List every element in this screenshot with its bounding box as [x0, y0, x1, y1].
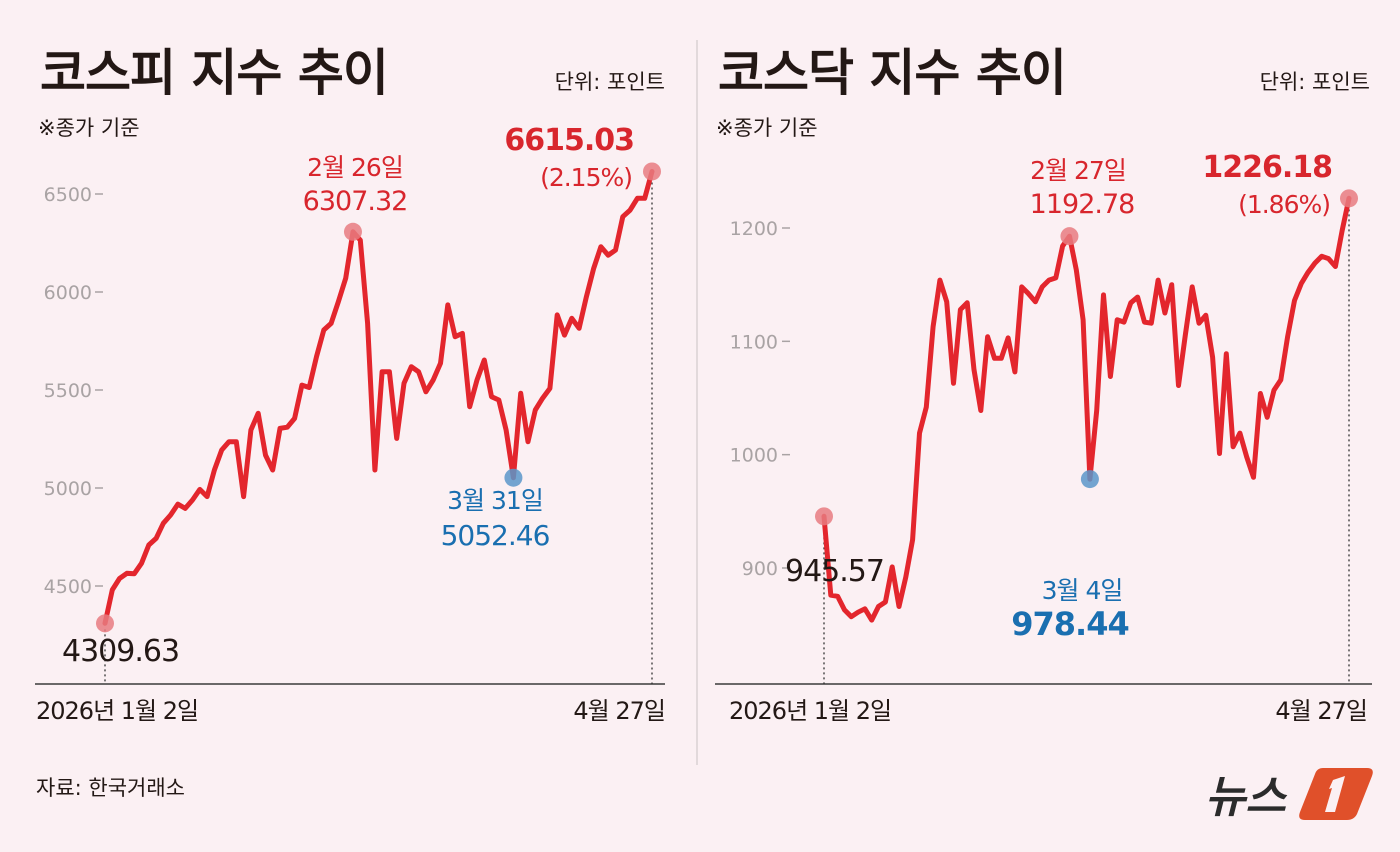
kosdaq-x-end: 4월 27일 — [1275, 697, 1368, 725]
kospi-peak-value: 6307.32 — [302, 186, 409, 217]
kospi-ytick-label: 6000 — [44, 282, 92, 304]
kospi-low-point — [504, 468, 523, 487]
kosdaq-end-point — [1340, 189, 1358, 208]
kospi-start-point — [96, 614, 114, 633]
kosdaq-low-point — [1080, 470, 1099, 489]
svg-text:뉴스: 뉴스 — [1205, 772, 1287, 823]
kosdaq-ytick-label: 900 — [742, 558, 778, 580]
kosdaq-ytick-label: 1200 — [730, 218, 778, 240]
kosdaq-end-value: 1226.18 — [1202, 150, 1333, 185]
kosdaq-title: 코스닥 지수 추이 — [718, 44, 1067, 102]
kospi-unit: 단위: 포인트 — [554, 70, 665, 94]
kospi-low-value: 5052.46 — [440, 519, 551, 552]
kosdaq-start-value: 945.57 — [785, 554, 885, 589]
kospi-end-point — [643, 162, 661, 181]
kospi-low-date: 3월 31일 — [447, 486, 544, 515]
kosdaq-peak-date: 2월 27일 — [1030, 156, 1127, 185]
kospi-end-value: 6615.03 — [504, 123, 635, 158]
kospi-ytick-label: 5500 — [44, 380, 92, 402]
kosdaq-peak-value: 1192.78 — [1029, 189, 1136, 220]
kospi-ytick-label: 5000 — [44, 478, 92, 500]
kosdaq-unit: 단위: 포인트 — [1259, 70, 1370, 94]
kosdaq-start-point — [815, 507, 833, 526]
kosdaq-low-value: 978.44 — [1011, 605, 1129, 643]
kosdaq-low-date: 3월 4일 — [1041, 576, 1124, 605]
kospi-peak-date: 2월 26일 — [307, 153, 404, 182]
kosdaq-x-start: 2026년 1월 2일 — [729, 697, 892, 725]
kospi-title: 코스피 지수 추이 — [40, 44, 389, 102]
kospi-ytick-label: 6500 — [44, 184, 92, 206]
kosdaq-ytick-label: 1000 — [730, 445, 778, 467]
kosdaq-note: ※종가 기준 — [716, 116, 818, 140]
kosdaq-series-line — [821, 195, 1352, 623]
kospi-ytick-label: 4500 — [44, 576, 92, 598]
kosdaq-end-change: (1.86%) — [1238, 190, 1331, 219]
kospi-start-value: 4309.63 — [62, 634, 180, 669]
kospi-series-line — [102, 169, 655, 626]
kospi-x-end: 4월 27일 — [573, 697, 666, 725]
kosdaq-peak-point — [1060, 227, 1079, 246]
news1-logo: 뉴스 — [1205, 762, 1375, 827]
kosdaq-ytick-label: 1100 — [730, 331, 778, 353]
kospi-x-start: 2026년 1월 2일 — [36, 697, 199, 725]
kospi-end-change: (2.15%) — [540, 163, 633, 192]
kospi-peak-point — [343, 222, 362, 241]
source-note: 자료: 한국거래소 — [36, 776, 185, 800]
kospi-note: ※종가 기준 — [38, 116, 140, 140]
